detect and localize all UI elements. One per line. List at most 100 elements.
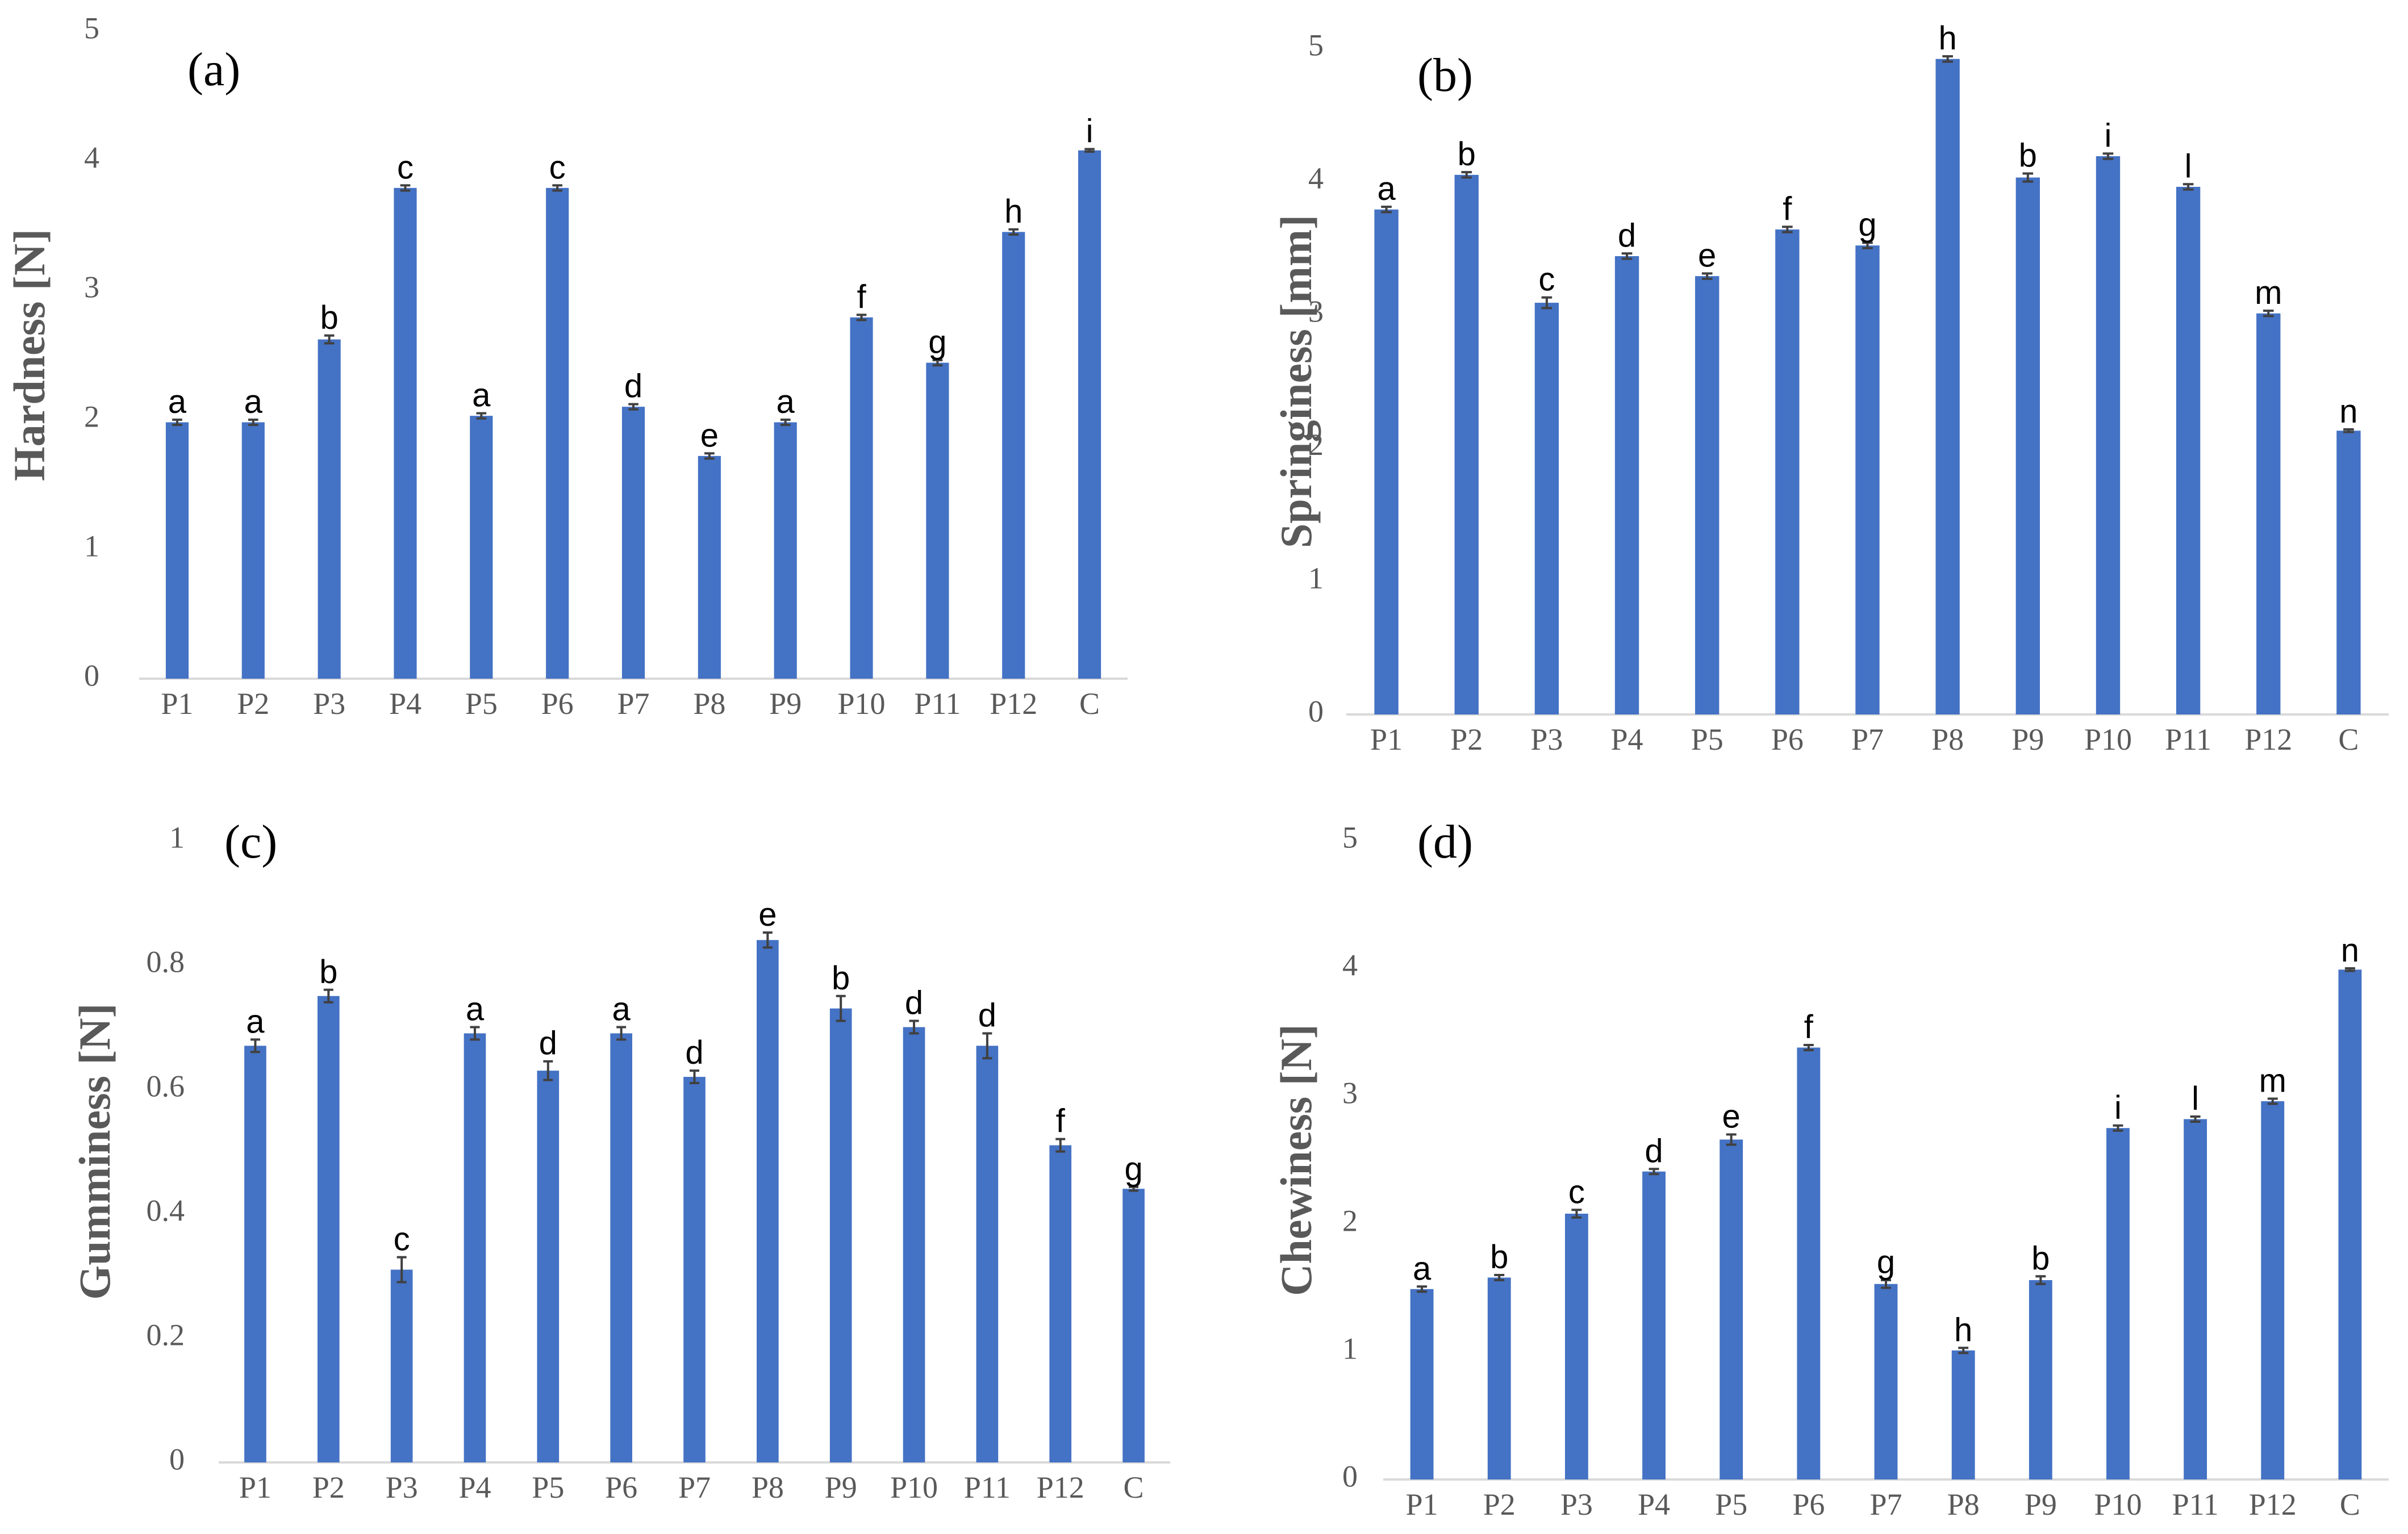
significance-letter: m (2259, 1063, 2286, 1100)
error-bar (1942, 55, 1953, 63)
bar (698, 455, 721, 679)
significance-letter: e (1698, 237, 1716, 274)
significance-letter: b (2031, 1240, 2050, 1277)
y-tick-label: 4 (1342, 948, 1358, 982)
significance-letter: i (2105, 117, 2112, 154)
error-bar (2343, 428, 2354, 433)
significance-letter: a (612, 991, 631, 1028)
bar (1935, 58, 1960, 715)
x-tick-label: P4 (389, 687, 421, 721)
bar (2336, 430, 2361, 714)
error-bar (856, 314, 867, 321)
error-bar (1782, 225, 1793, 233)
y-axis-title: Chewiness [N] (1271, 1024, 1321, 1296)
bar (1454, 174, 1479, 714)
error-bar (1803, 1044, 1814, 1051)
x-tick-label: P7 (617, 687, 649, 721)
bar (1564, 1214, 1588, 1479)
significance-letter: a (466, 991, 485, 1028)
error-bar (476, 412, 487, 420)
x-tick-label: P8 (752, 1470, 784, 1504)
x-tick-label: P7 (1851, 722, 1884, 756)
error-bar (2022, 172, 2034, 183)
y-tick-label: 3 (84, 270, 99, 304)
x-tick-label: P2 (237, 687, 269, 721)
x-tick-label: P4 (1638, 1487, 1670, 1522)
significance-letter: a (246, 1003, 265, 1040)
significance-letter: c (394, 1221, 410, 1258)
bar (1410, 1289, 1434, 1479)
significance-letter: a (244, 383, 263, 420)
y-tick-label: 4 (1308, 161, 1324, 195)
bar (2096, 156, 2121, 714)
error-bar (2344, 967, 2355, 972)
error-bar (2263, 310, 2274, 317)
bar (2029, 1280, 2052, 1479)
bar (903, 1027, 925, 1462)
x-tick-label: P11 (2172, 1487, 2219, 1522)
chart-panel-4: (d) Chewiness [N] 0 1 2 3 4 5 a P1 b P2 c P3 d P4 e P5 f P6… (1271, 816, 2389, 1522)
y-tick-label: 2 (84, 399, 99, 433)
x-tick-label: P1 (1370, 722, 1403, 756)
y-tick-label: 0 (1342, 1459, 1358, 1493)
error-bar (1055, 1138, 1066, 1153)
bar (1078, 150, 1101, 679)
significance-letter: c (1538, 261, 1555, 298)
y-axis-title: Gumminess [N] (70, 1003, 119, 1299)
bar (621, 407, 645, 679)
bar (1874, 1284, 1898, 1479)
y-tick-label: 3 (1308, 295, 1324, 329)
panel-label: (b) (1417, 49, 1473, 102)
bar (317, 996, 340, 1462)
significance-letter: d (1645, 1132, 1663, 1169)
bar (2338, 969, 2362, 1479)
bar (1642, 1171, 1666, 1479)
x-tick-label: P1 (161, 687, 193, 721)
significance-letter: a (777, 383, 795, 420)
bar (394, 187, 417, 679)
significance-letter: b (1458, 136, 1476, 173)
y-tick-label: 0.2 (147, 1318, 185, 1352)
bar (1720, 1139, 1743, 1479)
y-tick-label: 4 (84, 140, 99, 174)
significance-letter: c (1568, 1173, 1585, 1210)
significance-letter: f (1804, 1009, 1814, 1046)
significance-letter: h (1954, 1311, 1972, 1348)
y-tick-label: 0 (1308, 694, 1324, 728)
error-bar (1494, 1274, 1505, 1281)
x-tick-label: P6 (1771, 722, 1804, 756)
y-axis-title: Hardness [N] (5, 229, 54, 481)
bar (1855, 245, 1880, 714)
panel-label: (c) (224, 816, 277, 868)
x-tick-label: C (1124, 1470, 1144, 1504)
error-bar (2102, 152, 2114, 160)
significance-letter: b (1490, 1239, 1508, 1276)
x-tick-label: P11 (914, 687, 961, 721)
error-bar (689, 1069, 700, 1085)
error-bar (762, 931, 773, 949)
x-tick-label: P4 (1611, 722, 1643, 756)
bar (464, 1033, 486, 1462)
x-tick-label: P7 (1869, 1487, 1902, 1522)
x-tick-label: P4 (458, 1470, 491, 1504)
y-tick-label: 0 (169, 1442, 185, 1476)
significance-letter: d (1618, 217, 1636, 254)
significance-letter: n (2341, 932, 2359, 969)
panel-label: (d) (1417, 816, 1473, 868)
x-tick-label: P9 (825, 1470, 857, 1504)
x-tick-label: P2 (1450, 722, 1483, 756)
x-tick-label: P9 (2011, 722, 2044, 756)
error-bar (323, 988, 333, 1004)
bar (829, 1008, 852, 1462)
error-bar (2267, 1097, 2278, 1105)
panel-label: (a) (187, 43, 240, 96)
x-tick-label: C (2338, 722, 2359, 756)
error-bar (836, 994, 846, 1022)
error-bar (1726, 1133, 1737, 1146)
bar (1002, 232, 1025, 679)
significance-letter: b (832, 960, 850, 997)
bar (241, 422, 265, 679)
significance-letter: g (1858, 207, 1876, 244)
y-tick-label: 1 (1308, 561, 1324, 595)
x-tick-label: P11 (2165, 722, 2211, 756)
